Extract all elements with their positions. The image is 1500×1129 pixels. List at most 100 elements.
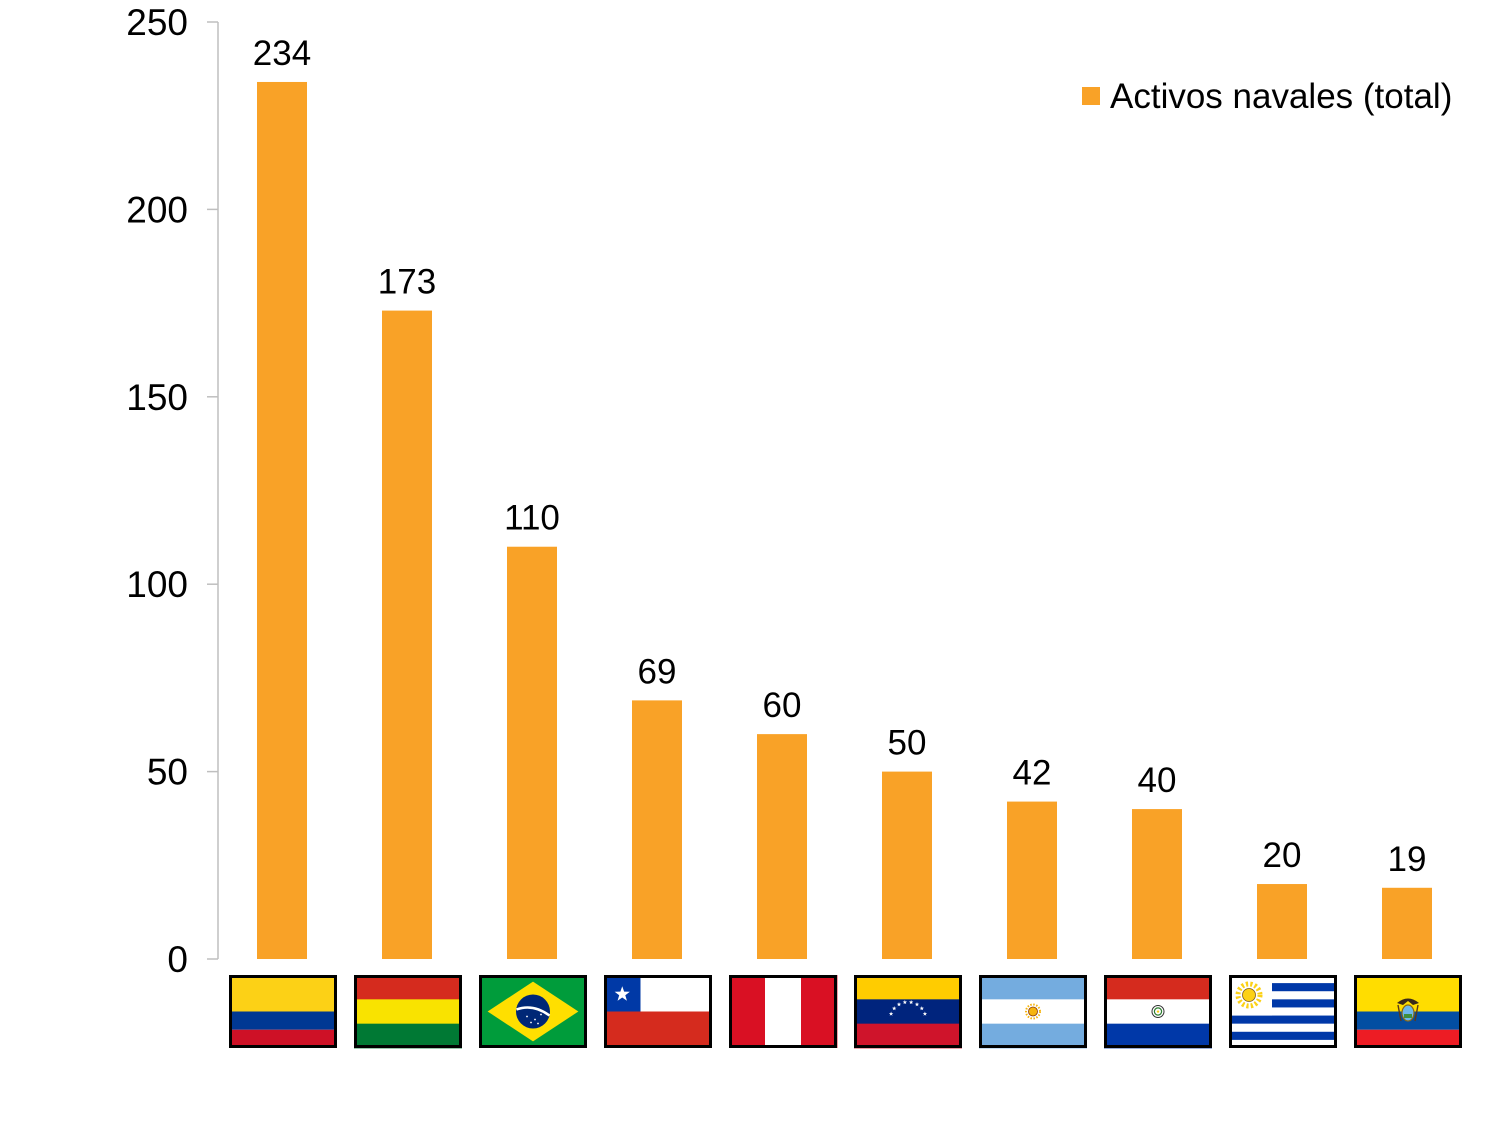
brazil-flag-icon [479,975,587,1048]
data-label: 50 [888,724,927,763]
flag-stripe [854,1023,962,1049]
flag-stripe [354,1023,462,1049]
flag-star [614,986,630,1001]
flag-star [526,1015,528,1018]
colombia-flag-icon [229,975,337,1048]
flag-stripe [229,1011,337,1030]
flag-border [1354,975,1462,1048]
flag-border [979,975,1087,1048]
data-label: 110 [504,499,560,538]
flag-star [914,1002,920,1007]
flag-sun [1028,1006,1038,1017]
flag-star [537,1022,539,1025]
bar [882,771,932,959]
y-tick-label: 50 [147,752,188,793]
flag-border [604,975,712,1048]
y-tick-label: 0 [167,939,188,980]
flag-stripe [801,975,838,1048]
flag-star [534,1018,536,1021]
flag-stripe [354,999,462,1025]
flag-stripe [1104,1023,1212,1049]
flag-emblem-banner [1397,1004,1402,1022]
flag-sun-rays [1235,981,1263,1009]
flag-stripe [1229,983,1337,992]
flag-star [892,1006,897,1011]
bar [382,310,432,959]
flag-band [516,1006,551,1017]
paraguay-flag-icon [1104,975,1212,1049]
bolivia-flag-icon [354,975,462,1049]
legend-label: Activos navales (total) [1110,77,1452,116]
venezuela-flag-icon [854,975,962,1049]
flag-stripe [1229,991,1337,1000]
flag-border [729,975,837,1048]
argentina-flag-icon [979,975,1087,1049]
flag-border [1229,975,1337,1048]
data-label: 40 [1138,761,1177,800]
flag-star [540,1013,542,1016]
flag-stripe [854,975,962,1000]
data-label: 42 [1013,754,1052,793]
flag-stripe [1229,1015,1337,1024]
flag-border [854,975,962,1048]
flag-stripe [354,975,462,1000]
flag-stripe [1229,1007,1337,1016]
bar [632,700,682,959]
flag-stripe [765,975,802,1048]
flag-stripe [854,999,962,1025]
flag-stripe [229,975,337,1012]
bar [1257,884,1307,959]
flag-stripe [1229,1023,1337,1033]
flag-star [888,1011,894,1016]
bar [257,81,307,959]
flag-emblem-wreath [1153,1007,1163,1016]
flag-star [530,1021,532,1024]
data-label: 234 [253,34,311,73]
y-tick-label: 250 [126,2,188,43]
flag-sun-rays [1025,1003,1041,1020]
flag-star [922,1011,928,1016]
flag-globe [516,994,550,1029]
data-label: 20 [1263,836,1302,875]
y-tick-label: 150 [126,377,188,418]
bar [757,734,807,959]
flag-star [896,1002,902,1007]
flag-stripe [729,975,766,1048]
flag-stripe [979,1023,1087,1049]
data-label: 173 [378,263,436,302]
data-label: 19 [1388,840,1427,879]
flag-border [1104,975,1212,1048]
flag-condor [1397,998,1419,1005]
legend: Activos navales (total) [1082,77,1452,116]
flag-star [919,1006,924,1011]
flag-stripe [1229,999,1337,1008]
bar [507,546,557,959]
flag-stripe [1354,1029,1462,1048]
flag-star [1156,1009,1160,1013]
y-tick-label: 100 [126,564,188,605]
data-label: 69 [638,652,677,691]
flag-star [902,999,908,1005]
flag-emblem [1401,1004,1415,1022]
flag-border [354,975,462,1048]
flag-stripe [1229,1039,1337,1049]
flag-emblem-banner [1414,1004,1419,1022]
flag-stripe [604,1011,712,1048]
flag-border [479,975,587,1048]
bar [1132,809,1182,959]
flag-border [229,975,337,1048]
y-tick-label: 200 [126,189,188,230]
flag-stripe [979,975,1087,1000]
bar [1007,801,1057,959]
flag-sun [1242,988,1256,1002]
peru-flag-icon [729,975,838,1048]
flag-star [908,999,914,1005]
ecuador-flag-icon [1354,975,1462,1048]
flag-stripe [1229,1031,1337,1041]
flag-stripe [1104,975,1212,1000]
chile-flag-icon [604,975,712,1048]
flag-stripe [229,1029,337,1048]
uruguay-flag-icon [1229,975,1337,1049]
bar [1382,887,1432,959]
